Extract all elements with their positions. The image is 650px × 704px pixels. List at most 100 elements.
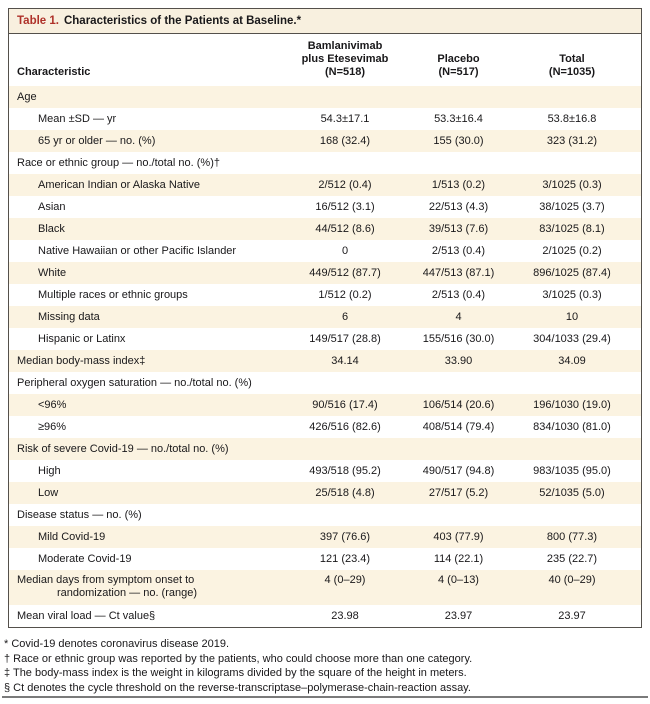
row-value: 323 (31.2): [546, 134, 598, 147]
row-label-text: Mean ±SD — yr: [38, 112, 117, 125]
row-value: 4 (0–13): [438, 574, 479, 586]
table-row: Low 25/518 (4.8) 27/517 (5.2) 52/1035 (5.0): [9, 482, 641, 504]
row-value: 22/513 (4.3): [428, 200, 489, 213]
column-header-line: Placebo: [437, 53, 480, 65]
table-row: Black 44/512 (8.6) 39/513 (7.6) 83/1025 (8.…: [9, 218, 641, 240]
row-value: 44/512 (8.6): [315, 222, 375, 235]
table-row: ≥96% 426/516 (82.6) 408/514 (79.4) 834/1030…: [9, 416, 641, 438]
column-header-line: (N=518): [324, 66, 366, 78]
row-value: 490/517 (94.8): [422, 464, 495, 477]
column-header-line: (N=517): [438, 66, 479, 78]
row-value: 449/512 (87.7): [309, 266, 381, 279]
column-header-line: Bamlanivimab: [307, 40, 383, 52]
row-label: Median body-mass index‡: [9, 355, 279, 368]
table-number: Table 1.: [17, 15, 59, 27]
row-value: 53.8±16.8: [547, 112, 597, 125]
row-label: White: [9, 267, 279, 280]
row-value: 1/513 (0.2): [431, 178, 486, 191]
table-row: Risk of severe Covid-19 — no./total no. …: [9, 438, 641, 460]
row-label-text: Multiple races or ethnic groups: [38, 288, 188, 301]
footnotes: * Covid-19 denotes coronavirus disease 2…: [4, 637, 648, 695]
row-label: Moderate Covid-19: [9, 553, 279, 566]
row-value: 408/514 (79.4): [422, 420, 495, 433]
row-value: 426/516 (82.6): [309, 420, 381, 433]
row-value: 106/514 (20.6): [422, 398, 495, 411]
footnote: § Ct denotes the cycle threshold on the …: [4, 681, 471, 694]
footnote: * Covid-19 denotes coronavirus disease 2…: [4, 638, 230, 650]
table-row: Asian 16/512 (3.1) 22/513 (4.3) 38/1025 (3.…: [9, 196, 641, 218]
table-body: Age Mean ±SD — yr 54.3±17.1 53.3±16.4 53.8±1…: [9, 86, 641, 627]
row-value: 23.98: [331, 609, 359, 622]
row-value: 403 (77.9): [433, 530, 484, 543]
row-value: 23.97: [444, 609, 473, 622]
table-header-row: Characteristic Bamlanivimab plus Etesevi…: [9, 34, 641, 86]
column-header-line: plus Etesevimab: [301, 53, 389, 65]
row-value: 25/518 (4.8): [315, 486, 375, 499]
row-label-text: Low: [38, 486, 59, 499]
row-value: 834/1030 (81.0): [533, 420, 611, 433]
row-label-text: High: [38, 464, 61, 477]
bottom-rule: [2, 696, 648, 698]
row-value: 90/516 (17.4): [312, 398, 378, 411]
row-label: <96%: [9, 399, 279, 412]
row-value: 155/516 (30.0): [422, 332, 495, 345]
table-row: Mean ±SD — yr 54.3±17.1 53.3±16.4 53.8±16.8: [9, 108, 641, 130]
row-value: 6: [341, 310, 349, 323]
row-value: 235 (22.7): [546, 552, 598, 565]
table-row: White 449/512 (87.7) 447/513 (87.1) 896/102…: [9, 262, 641, 284]
row-label-text: Missing data: [38, 310, 100, 323]
row-label: Age: [9, 91, 279, 104]
row-label: Race or ethnic group — no./total no. (%)…: [9, 157, 279, 170]
row-value: 983/1035 (95.0): [533, 464, 611, 477]
footnote: ‡ The body-mass index is the weight in k…: [4, 667, 467, 679]
row-label-text: Mean viral load — Ct value§: [17, 609, 156, 622]
row-value: 34.14: [331, 354, 359, 367]
row-value: 800 (77.3): [546, 530, 598, 543]
column-header-characteristic: Characteristic: [17, 66, 91, 78]
row-value: 196/1030 (19.0): [533, 398, 611, 411]
row-value: 54.3±17.1: [320, 112, 370, 125]
row-value: 27/517 (5.2): [428, 486, 489, 499]
row-label: Median days from symptom onset to randomi…: [9, 574, 279, 600]
row-label: Peripheral oxygen saturation — no./total…: [9, 377, 279, 390]
table-row: Mild Covid-19 397 (76.6) 403 (77.9) 800 (77…: [9, 526, 641, 548]
table-row: Mean viral load — Ct value§ 23.98 23.97 23.…: [9, 605, 641, 627]
row-value: 52/1035 (5.0): [539, 486, 605, 499]
row-value: 10: [565, 310, 579, 323]
row-label: Disease status — no. (%): [9, 509, 279, 522]
table-row: Multiple races or ethnic groups 1/512 (0.…: [9, 284, 641, 306]
table-row: <96% 90/516 (17.4) 106/514 (20.6) 196/1030 …: [9, 394, 641, 416]
table-title-text: Characteristics of the Patients at Basel…: [63, 15, 302, 27]
row-label: Mean ±SD — yr: [9, 113, 279, 126]
column-header-placebo: Placebo (N=517): [411, 53, 506, 79]
row-label-text: 65 yr or older — no. (%): [38, 134, 156, 147]
row-label-text: Peripheral oxygen saturation — no./total…: [17, 376, 252, 389]
row-value: 2/513 (0.4): [431, 244, 486, 257]
row-value: 23.97: [558, 609, 586, 622]
row-value: 168 (32.4): [319, 134, 371, 147]
row-value: 3/1025 (0.3): [542, 288, 602, 301]
row-value: 896/1025 (87.4): [533, 266, 611, 279]
table-row: Race or ethnic group — no./total no. (%)…: [9, 152, 641, 174]
row-value: 114 (22.1): [433, 552, 484, 565]
table-row: High 493/518 (95.2) 490/517 (94.8) 983/1035…: [9, 460, 641, 482]
row-label: Mild Covid-19: [9, 531, 279, 544]
row-label-text: Native Hawaiian or other Pacific Islande…: [38, 244, 237, 257]
column-header-line: (N=1035): [548, 66, 596, 78]
table-row: Age: [9, 86, 641, 108]
row-label: Native Hawaiian or other Pacific Islande…: [9, 245, 279, 258]
row-label: Multiple races or ethnic groups: [9, 289, 279, 302]
row-label-text: Black: [38, 222, 65, 235]
row-value: 40 (0–29): [548, 574, 596, 586]
row-label: American Indian or Alaska Native: [9, 179, 279, 192]
row-label: ≥96%: [9, 421, 279, 434]
row-value: 4 (0–29): [324, 574, 366, 586]
row-label-text: <96%: [38, 398, 67, 411]
column-header-line: Total: [559, 53, 585, 65]
row-value: 155 (30.0): [433, 134, 484, 147]
row-label-text: Moderate Covid-19: [38, 552, 132, 565]
table-row: Native Hawaiian or other Pacific Islande…: [9, 240, 641, 262]
row-value: 121 (23.4): [319, 552, 371, 565]
column-header-total: Total (N=1035): [506, 53, 638, 79]
row-value: 34.09: [558, 354, 586, 367]
